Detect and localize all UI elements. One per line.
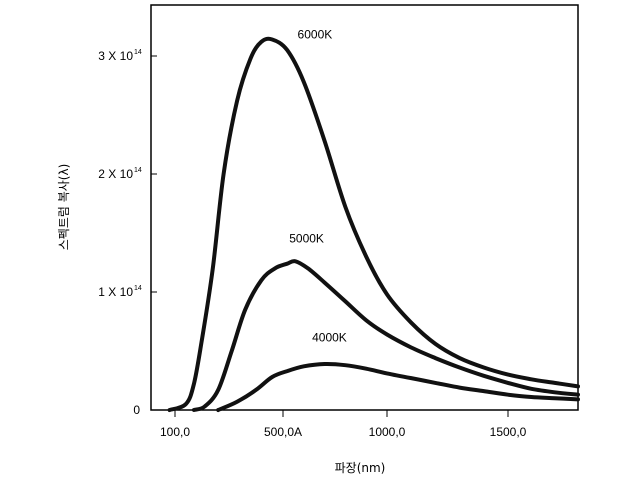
y-axis-title: 스펙트럼 복사(λ) — [57, 164, 71, 251]
series-curves: 6000K 5000K 4000K — [167, 27, 580, 412]
y-tick-exponent: 14 — [134, 49, 142, 56]
y-tick-exponent: 14 — [134, 167, 142, 174]
series-curve-5000k — [191, 259, 580, 412]
y-tick-label: 1 X 10 — [98, 285, 133, 299]
series-label-5000k: 5000K — [289, 231, 324, 245]
x-tick-label: 1000,0 — [369, 425, 406, 439]
y-axis-ticks: 01 X 10 142 X 10 143 X 10 14 — [98, 49, 157, 417]
series-curve-4000k — [216, 361, 580, 412]
x-tick-label: 1500,0 — [490, 425, 527, 439]
x-tick-label: 100,0 — [160, 425, 190, 439]
y-tick-label: 0 — [133, 403, 140, 417]
x-axis-ticks: 100,0 500,0A 1000,0 1500,0 — [160, 410, 527, 439]
y-tick-label: 3 X 10 — [98, 49, 133, 63]
series-label-4000k: 4000K — [312, 331, 347, 345]
x-tick-label: 500,0A — [264, 425, 302, 439]
y-tick-exponent: 14 — [134, 285, 142, 292]
series-label-6000k: 6000K — [298, 27, 333, 41]
y-tick-label: 2 X 10 — [98, 167, 133, 181]
x-axis-title: 파장(nm) — [335, 461, 386, 475]
series-curve-6000k — [167, 36, 580, 412]
plot-frame — [150, 4, 579, 411]
